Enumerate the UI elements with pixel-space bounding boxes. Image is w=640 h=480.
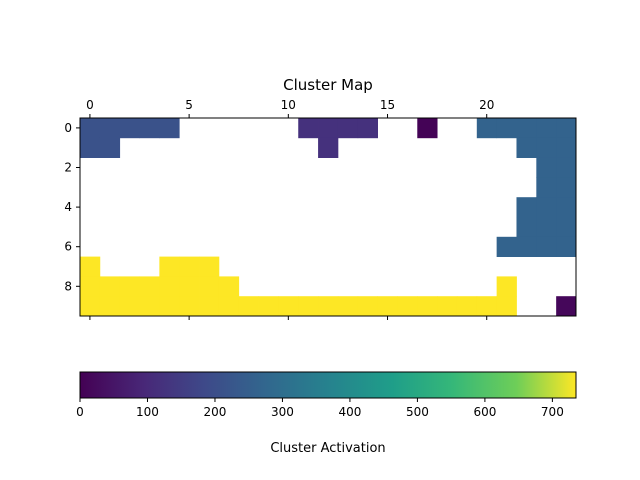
x-axis-top: 0 5 10 15 20: [86, 98, 494, 118]
heatmap-cell: [139, 276, 160, 297]
heatmap-cell: [99, 137, 121, 158]
heatmap-cell: [516, 217, 537, 238]
y-tick-label: 6: [64, 240, 72, 254]
heatmap-cell: [99, 118, 121, 139]
heatmap-cell: [159, 118, 180, 139]
colorbar-tick-label: 500: [406, 405, 429, 419]
heatmap-cell: [536, 157, 557, 178]
heatmap-cell: [397, 296, 418, 317]
heatmap-cell: [218, 296, 240, 317]
heatmap-cell: [318, 118, 339, 139]
heatmap-cell: [516, 137, 537, 158]
heatmap-cell: [556, 157, 577, 178]
heatmap-cell: [556, 296, 577, 317]
heatmap-cell: [476, 296, 498, 317]
heatmap-cell: [476, 118, 498, 139]
heatmap-cell: [536, 177, 557, 198]
y-tick-label: 8: [64, 279, 72, 293]
heatmap-cell: [258, 296, 279, 317]
colorbar-tick-label: 300: [271, 405, 294, 419]
heatmap-cell: [119, 276, 140, 297]
heatmap-cell: [496, 296, 517, 317]
x-tick-label: 5: [185, 98, 193, 112]
heatmap-cell: [80, 296, 101, 317]
heatmap-cell: [179, 296, 200, 317]
heatmap-cell: [556, 217, 577, 238]
heatmap-cell: [159, 296, 180, 317]
heatmap-cell: [80, 137, 101, 158]
heatmap-cell: [417, 118, 438, 139]
heatmap-cell: [357, 296, 378, 317]
y-tick-label: 2: [64, 161, 72, 175]
x-tick-label: 20: [479, 98, 494, 112]
colorbar-label: Cluster Activation: [270, 441, 385, 456]
x-tick-label: 0: [86, 98, 94, 112]
heatmap-cell: [199, 256, 220, 277]
heatmap-cell: [536, 236, 557, 257]
heatmap-cell: [456, 296, 478, 317]
colorbar-tick-label: 0: [76, 405, 84, 419]
heatmap-cell: [318, 137, 339, 158]
colorbar-tick-label: 100: [136, 405, 159, 419]
heatmap-cell: [238, 296, 259, 317]
heatmap-cell: [99, 276, 121, 297]
heatmap-cell: [536, 197, 557, 218]
y-tick-label: 0: [64, 121, 72, 135]
colorbar-tick-label: 400: [338, 405, 361, 419]
heatmap-cell: [437, 296, 458, 317]
heatmap-cell: [337, 118, 359, 139]
heatmap-cell: [159, 276, 180, 297]
heatmap-cell: [159, 256, 180, 277]
heatmap-cell: [556, 118, 577, 139]
heatmap-cells: [80, 118, 577, 317]
heatmap-cell: [119, 118, 140, 139]
heatmap-cell: [516, 197, 537, 218]
heatmap-cell: [179, 256, 200, 277]
heatmap-cell: [80, 118, 101, 139]
plot-frame: [79, 117, 577, 317]
heatmap-cell: [139, 118, 160, 139]
heatmap-cell: [298, 118, 319, 139]
heatmap-cell: [318, 296, 339, 317]
heatmap-cell: [556, 197, 577, 218]
heatmap-cell: [516, 236, 537, 257]
colorbar: [79, 371, 577, 399]
heatmap-cell: [357, 118, 378, 139]
heatmap-cell: [516, 118, 537, 139]
x-tick-label: 15: [380, 98, 395, 112]
heatmap-cell: [278, 296, 299, 317]
heatmap-cell: [199, 276, 220, 297]
heatmap-cell: [536, 137, 557, 158]
colorbar-tick-label: 600: [473, 405, 496, 419]
heatmap-cell: [298, 296, 319, 317]
heatmap-cell: [556, 236, 577, 257]
heatmap-cell: [496, 236, 517, 257]
heatmap-cell: [556, 177, 577, 198]
colorbar-tick-label: 700: [541, 405, 564, 419]
heatmap-cell: [496, 118, 517, 139]
heatmap-cell: [536, 118, 557, 139]
chart-title: Cluster Map: [283, 76, 373, 94]
heatmap-cell: [179, 276, 200, 297]
heatmap-cell: [139, 296, 160, 317]
heatmap-cell: [337, 296, 359, 317]
y-tick-label: 4: [64, 200, 72, 214]
heatmap-cell: [80, 256, 101, 277]
heatmap-cell: [80, 276, 101, 297]
colorbar-tick-label: 200: [204, 405, 227, 419]
heatmap-cell: [99, 296, 121, 317]
x-axis-bottom-ticks: [89, 316, 488, 320]
heatmap-cell: [199, 296, 220, 317]
heatmap-cell: [496, 276, 517, 297]
heatmap-cell: [218, 276, 240, 297]
colorbar-axis: 0 100 200 300 400 500 600 700: [76, 398, 564, 419]
heatmap-cell: [556, 137, 577, 158]
heatmap-cell: [377, 296, 398, 317]
x-tick-label: 10: [281, 98, 296, 112]
y-axis: 0 2 4 6 8: [64, 121, 80, 293]
heatmap-cell: [536, 217, 557, 238]
heatmap-cell: [119, 296, 140, 317]
heatmap-cell: [417, 296, 438, 317]
